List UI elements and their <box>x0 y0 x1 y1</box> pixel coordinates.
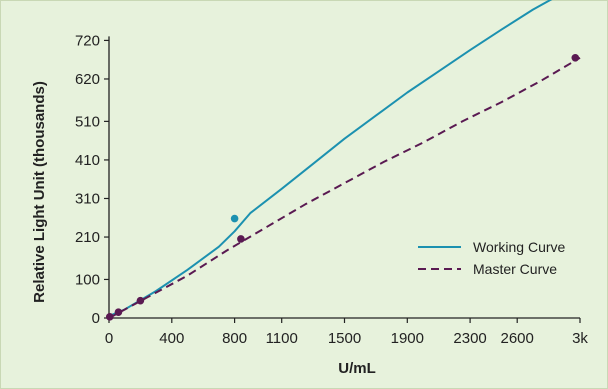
x-tick-label: 400 <box>159 330 184 347</box>
legend: Working Curve Master Curve <box>418 239 566 277</box>
x-axis-title: U/mL <box>338 360 376 377</box>
series-line-2 <box>108 56 581 319</box>
legend-label-1: Working Curve <box>473 239 566 255</box>
data-point-2 <box>571 53 580 62</box>
y-tick-label: 620 <box>75 71 100 88</box>
x-axis: 0 400 800 1100 1500 1900 2300 2600 3k <box>105 317 588 347</box>
data-point-2 <box>136 296 145 305</box>
y-axis-title: Relative Light Unit (thousands) <box>31 81 48 303</box>
x-tick-label: 3k <box>572 330 588 347</box>
data-point-2 <box>114 308 123 317</box>
x-tick-label: 2300 <box>453 330 486 347</box>
series-line-1 <box>108 0 553 318</box>
x-tick-label: 1900 <box>391 330 424 347</box>
y-tick-label: 210 <box>75 229 100 246</box>
data-point-2 <box>105 313 114 321</box>
data-point-1 <box>230 214 239 223</box>
x-tick-label: 1100 <box>266 330 298 347</box>
y-tick-label: 0 <box>92 310 100 327</box>
y-tick-label: 410 <box>75 152 100 169</box>
y-tick-label: 100 <box>75 271 100 288</box>
series-layer <box>105 0 581 321</box>
y-tick-label: 720 <box>75 32 100 49</box>
legend-label-2: Master Curve <box>473 261 557 277</box>
x-tick-label: 0 <box>105 330 113 347</box>
y-tick-label: 310 <box>75 190 100 207</box>
x-tick-label: 800 <box>222 330 247 347</box>
data-point-2 <box>237 235 245 243</box>
y-tick-label: 510 <box>75 113 100 130</box>
x-tick-label: 1500 <box>328 330 361 347</box>
x-tick-label: 2600 <box>501 330 534 347</box>
y-axis: 0 100 210 310 410 510 620 720 <box>75 32 110 327</box>
